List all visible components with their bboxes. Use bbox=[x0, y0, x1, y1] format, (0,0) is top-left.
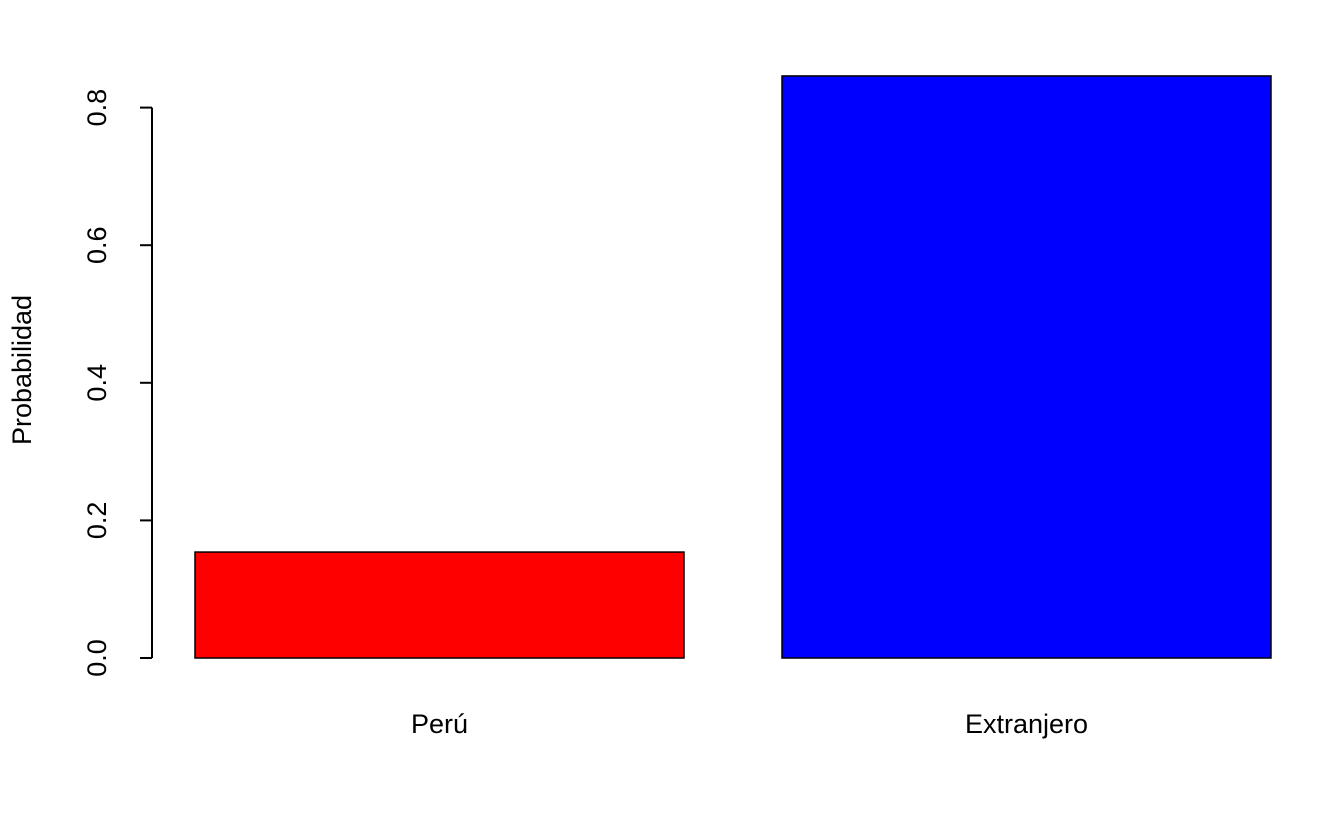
x-category-label: Perú bbox=[411, 709, 468, 739]
y-tick-label: 0.0 bbox=[82, 639, 112, 677]
y-tick-label: 0.2 bbox=[82, 502, 112, 540]
x-category-labels: Perú Extranjero bbox=[411, 709, 1088, 739]
y-tick-label: 0.4 bbox=[82, 364, 112, 402]
bar bbox=[781, 75, 1272, 659]
y-tick-label: 0.6 bbox=[82, 226, 112, 264]
y-axis-title: Probabilidad bbox=[7, 295, 37, 445]
y-tick-label: 0.8 bbox=[82, 89, 112, 127]
x-category-label: Extranjero bbox=[965, 709, 1088, 739]
bar bbox=[194, 551, 685, 659]
bars bbox=[194, 75, 1272, 659]
y-axis: 0.0 0.2 0.4 0.6 0.8 bbox=[82, 89, 153, 677]
